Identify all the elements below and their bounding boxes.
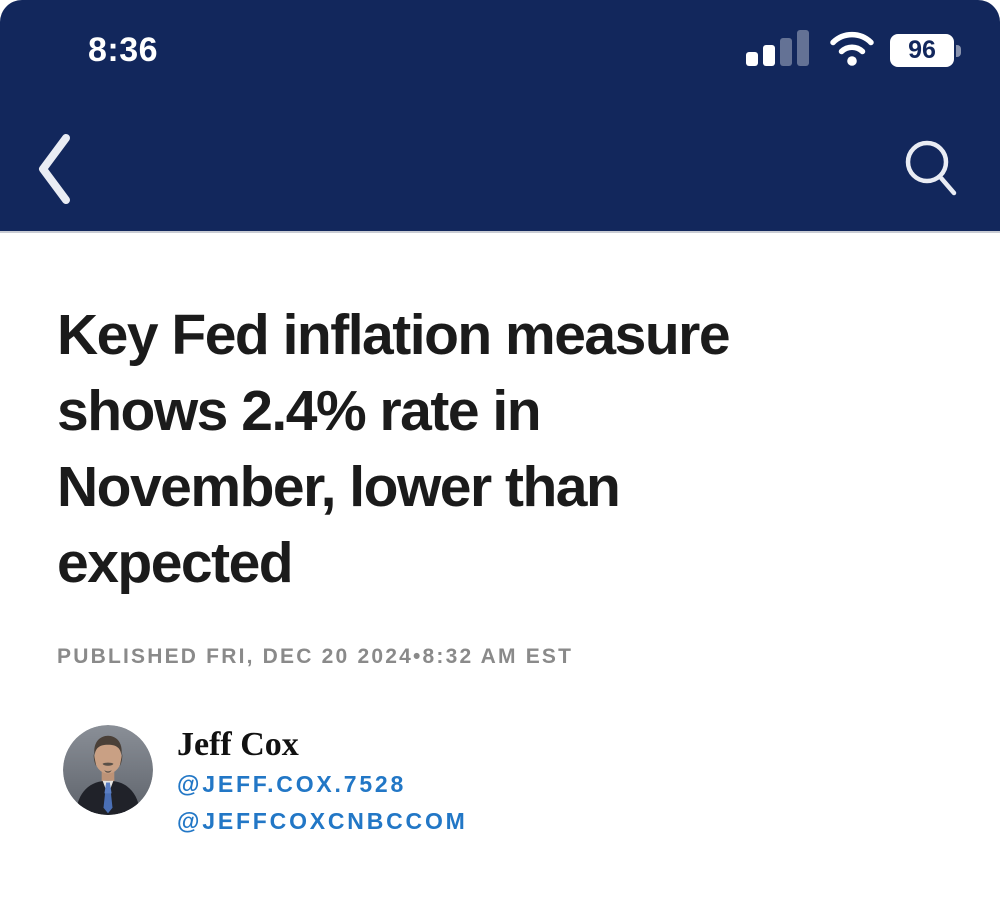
author-byline: Jeff Cox @JEFF.COX.7528 @JEFFCOXCNBCCOM: [57, 725, 943, 839]
chevron-left-icon: [34, 131, 74, 210]
status-icons: 96: [746, 30, 961, 71]
battery-indicator: 96: [890, 34, 961, 67]
headline-line: Key Fed inflation measure: [57, 303, 731, 367]
wifi-icon: [828, 30, 876, 71]
author-info: Jeff Cox @JEFF.COX.7528 @JEFFCOXCNBCCOM: [177, 725, 468, 839]
headline-line: expected: [57, 531, 294, 595]
app-header: 8:36 96: [0, 0, 1000, 233]
nav-bar: [0, 71, 1000, 231]
battery-percent: 96: [908, 36, 936, 64]
article-headline: Key Fed inflation measure shows 2.4% rat…: [57, 297, 943, 601]
headline-line: shows 2.4% rate in: [57, 379, 542, 443]
author-avatar: [63, 725, 153, 815]
author-handle-secondary[interactable]: @JEFFCOXCNBCCOM: [177, 808, 468, 834]
author-name: Jeff Cox: [177, 726, 299, 763]
search-button[interactable]: [902, 138, 960, 203]
headline-line: November, lower than: [57, 455, 621, 519]
back-button[interactable]: [34, 131, 74, 210]
article: Key Fed inflation measure shows 2.4% rat…: [0, 297, 1000, 839]
battery-nub: [956, 44, 961, 57]
cellular-signal-icon: [746, 30, 814, 71]
author-handle-primary[interactable]: @JEFF.COX.7528: [177, 771, 407, 797]
published-timestamp: PUBLISHED FRI, DEC 20 2024•8:32 AM EST: [57, 645, 574, 668]
search-icon: [902, 138, 960, 203]
status-time: 8:36: [88, 31, 159, 69]
status-bar: 8:36 96: [0, 0, 1000, 71]
